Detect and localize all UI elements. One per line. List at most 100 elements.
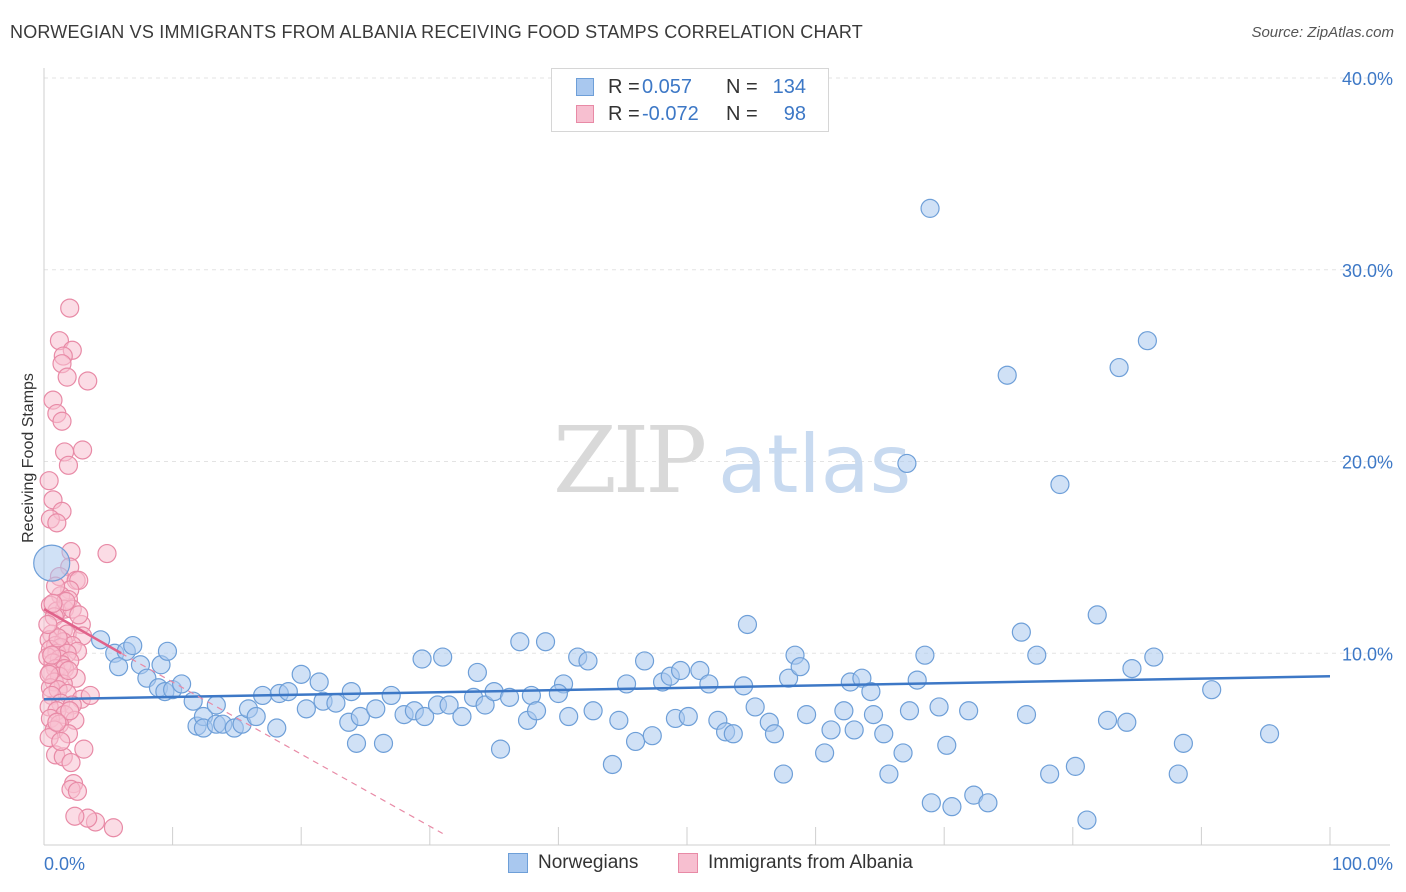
point-norwegians xyxy=(625,731,646,752)
point-norwegians xyxy=(172,674,192,694)
point-norwegians xyxy=(844,720,864,740)
point-albania xyxy=(47,712,67,732)
trend-line-norwegians xyxy=(43,675,1331,701)
point-norwegians xyxy=(978,793,998,813)
legend-item-albania: Immigrants from Albania xyxy=(678,852,913,874)
point-norwegians xyxy=(366,699,386,719)
point-albania xyxy=(78,371,98,391)
legend-r-label: R = xyxy=(608,75,640,98)
point-norwegians xyxy=(634,651,655,671)
stats-legend: R = 0.057 N = 134 R = -0.072 N = 98 xyxy=(551,68,829,132)
point-norwegians xyxy=(278,681,298,702)
point-norwegians xyxy=(291,664,311,684)
point-norwegians xyxy=(920,198,940,218)
legend-swatch-norwegians xyxy=(576,78,594,96)
point-norwegians xyxy=(1087,605,1107,625)
chart-title: NORWEGIAN VS IMMIGRANTS FROM ALBANIA REC… xyxy=(10,22,863,42)
point-norwegians xyxy=(915,645,935,665)
point-albania xyxy=(42,645,62,665)
y-tick-label-1: 20.0% xyxy=(1342,453,1393,473)
point-albania xyxy=(39,664,59,684)
point-norwegians xyxy=(1144,647,1164,667)
series-norwegians-points xyxy=(33,198,1280,830)
point-albania xyxy=(38,614,58,635)
legend-r-value: 0.057 xyxy=(642,75,693,98)
trend-line-albania xyxy=(43,608,122,655)
legend-swatch-norwegians xyxy=(508,853,528,873)
point-norwegians xyxy=(296,699,316,719)
point-norwegians xyxy=(267,718,287,738)
point-norwegians xyxy=(526,701,547,721)
legend-item-norwegians: Norwegians xyxy=(508,852,638,874)
legend-row-norwegians: R = 0.057 N = 134 xyxy=(576,75,806,99)
point-albania xyxy=(39,471,59,491)
point-albania xyxy=(58,455,79,475)
y-axis-label: Receiving Food Stamps xyxy=(20,373,37,543)
point-norwegians xyxy=(764,724,785,744)
legend-swatch-albania xyxy=(576,105,594,123)
point-norwegians xyxy=(510,632,530,652)
point-norwegians xyxy=(796,705,817,725)
point-albania xyxy=(80,685,100,706)
point-norwegians xyxy=(108,657,129,677)
point-norwegians xyxy=(815,743,835,763)
point-albania xyxy=(43,593,63,613)
legend-label-norwegians: Norwegians xyxy=(538,852,639,873)
point-albania xyxy=(103,818,124,838)
point-norwegians xyxy=(937,735,957,755)
point-norwegians xyxy=(415,706,435,727)
point-norwegians xyxy=(490,739,511,759)
point-norwegians xyxy=(642,726,662,746)
point-albania xyxy=(60,701,80,721)
point-norwegians xyxy=(452,706,472,727)
point-norwegians xyxy=(821,720,841,740)
point-norwegians xyxy=(1202,680,1222,700)
point-norwegians xyxy=(609,710,629,730)
point-norwegians xyxy=(1137,331,1157,351)
trend-line-albania-extension xyxy=(120,652,443,835)
point-albania xyxy=(60,298,80,318)
point-norwegians xyxy=(745,697,765,717)
point-norwegians xyxy=(381,685,401,706)
point-norwegians xyxy=(1065,756,1085,776)
y-tick-label-3: 40.0% xyxy=(1342,69,1393,89)
legend-n-label: N = xyxy=(726,102,758,125)
point-norwegians xyxy=(246,706,266,727)
legend-swatch-albania xyxy=(678,853,698,873)
watermark-atlas: atlas xyxy=(718,418,911,511)
point-norwegians xyxy=(1011,622,1031,642)
point-norwegians xyxy=(690,660,710,681)
point-norwegians xyxy=(535,632,556,652)
point-albania xyxy=(52,411,72,431)
point-norwegians xyxy=(183,691,203,711)
point-norwegians xyxy=(893,743,913,763)
trend-lines xyxy=(43,608,1331,835)
point-norwegians xyxy=(959,701,979,721)
point-albania xyxy=(74,739,94,759)
point-norwegians xyxy=(475,695,495,715)
point-norwegians xyxy=(699,674,719,694)
point-norwegians xyxy=(412,649,432,669)
point-norwegians xyxy=(1109,357,1129,378)
x-tick-label-1: 100.0% xyxy=(1332,854,1393,874)
point-norwegians xyxy=(341,681,361,702)
point-norwegians xyxy=(907,670,927,690)
point-norwegians xyxy=(861,681,881,702)
point-norwegians xyxy=(1173,733,1193,753)
point-norwegians xyxy=(157,641,178,661)
point-norwegians xyxy=(723,724,743,744)
point-norwegians xyxy=(559,706,579,727)
point-norwegians xyxy=(548,683,569,704)
point-albania xyxy=(47,513,67,533)
point-albania xyxy=(67,781,88,801)
point-norwegians xyxy=(852,668,872,688)
point-norwegians xyxy=(583,701,603,721)
y-tick-label-2: 30.0% xyxy=(1342,261,1393,281)
point-norwegians xyxy=(737,614,758,635)
legend-label-albania: Immigrants from Albania xyxy=(708,852,913,873)
watermark: ZIP atlas xyxy=(553,407,911,514)
point-albania xyxy=(57,367,77,387)
point-norwegians xyxy=(467,662,487,683)
source-credit: Source: ZipAtlas.com xyxy=(1251,24,1394,41)
